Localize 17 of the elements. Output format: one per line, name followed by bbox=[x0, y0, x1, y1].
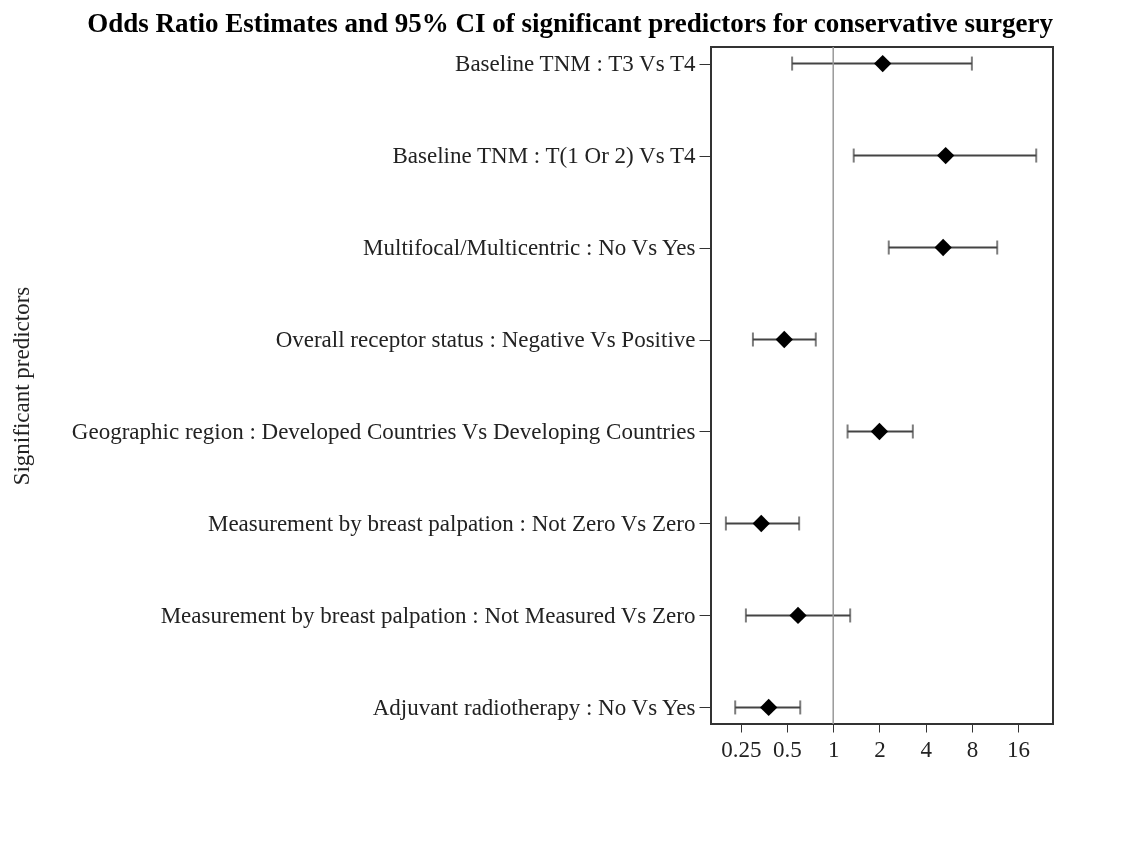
y-tick-label: Measurement by breast palpation : Not Zero Vs Zero bbox=[207, 510, 696, 536]
y-tick-label: Overall receptor status : Negative Vs Positive bbox=[275, 327, 696, 353]
y-tick-label: Measurement by breast palpation : Not Measured Vs Zero bbox=[160, 602, 696, 628]
y-tick-label: Geographic region : Developed Countries Vs Developing Countries bbox=[71, 418, 696, 444]
y-axis-title: Significant predictors bbox=[8, 286, 34, 486]
y-tick-label: Multifocal/Multicentric : No Vs Yes bbox=[363, 235, 696, 261]
y-tick-label: Baseline TNM : T3 Vs T4 bbox=[455, 51, 696, 77]
x-tick-label: 8 bbox=[966, 736, 979, 762]
x-tick-label: 2 bbox=[874, 736, 886, 762]
chart-title: Odds Ratio Estimates and 95% CI of significant predictors for conservative surgery bbox=[87, 8, 1054, 39]
x-tick-label: 0.25 bbox=[721, 736, 762, 762]
x-tick-label: 16 bbox=[1007, 736, 1031, 762]
y-tick-label: Adjuvant radiotherapy : No Vs Yes bbox=[372, 694, 696, 720]
y-tick-label: Baseline TNM : T(1 Or 2) Vs T4 bbox=[392, 143, 696, 169]
x-tick-label: 4 bbox=[920, 736, 933, 762]
x-tick-label: 0.5 bbox=[773, 736, 802, 762]
x-tick-label: 1 bbox=[827, 736, 840, 762]
